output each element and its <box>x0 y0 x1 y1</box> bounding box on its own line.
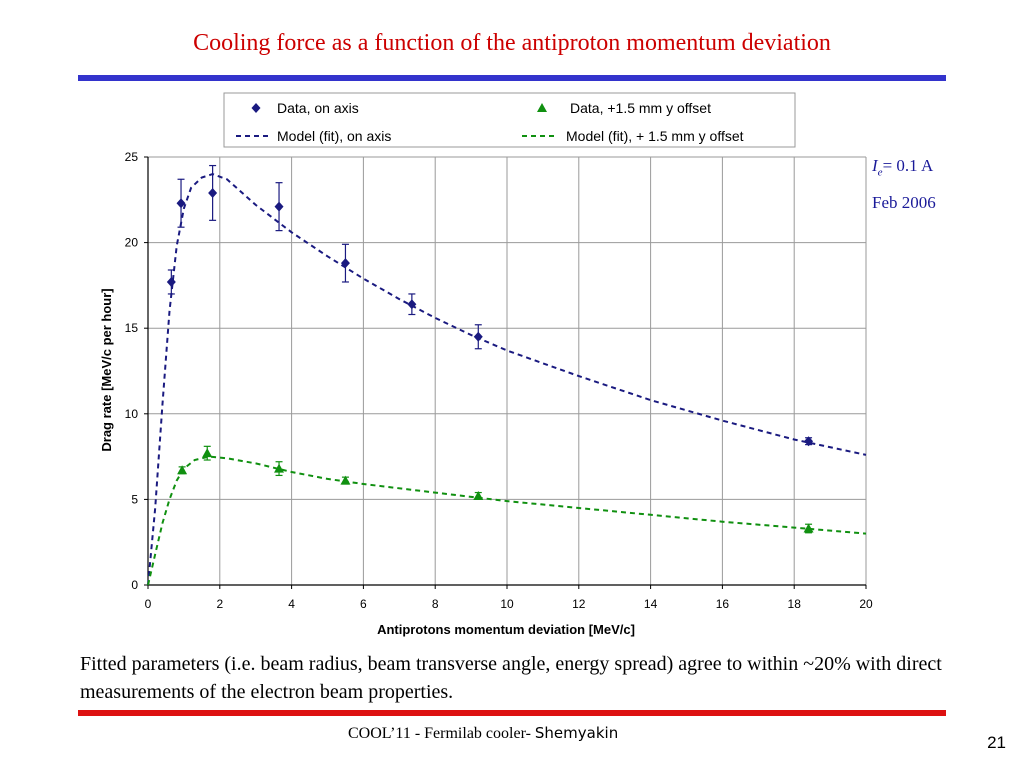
chart-data-points <box>166 164 814 534</box>
model-fit-line <box>147 455 867 586</box>
legend-marker-triangle <box>537 103 547 112</box>
data-point-diamond <box>274 201 284 212</box>
x-tick-label: 16 <box>716 597 730 611</box>
data-point-diamond <box>166 276 176 287</box>
x-tick-label: 20 <box>859 597 873 611</box>
legend-marker-diamond <box>251 103 261 113</box>
data-point-triangle <box>177 465 188 475</box>
slide-number: 21 <box>987 733 1006 752</box>
y-tick-label: 25 <box>125 150 139 164</box>
slide-body-text: Fitted parameters (i.e. beam radius, bea… <box>80 653 942 703</box>
footer-rule <box>78 710 946 716</box>
footer-author: Shemyakin <box>534 724 619 742</box>
title-underline <box>78 75 946 81</box>
y-tick-label: 5 <box>131 492 138 506</box>
x-tick-label: 0 <box>145 597 152 611</box>
x-tick-label: 14 <box>644 597 658 611</box>
legend-entry-label: Data, +1.5 mm y offset <box>570 100 711 116</box>
legend-frame <box>223 92 796 148</box>
footer-text: COOL’11 - Fermilab cooler- <box>348 725 531 742</box>
data-point-triangle <box>274 463 285 473</box>
data-point-diamond <box>176 198 186 209</box>
legend-entry-label: Model (fit), on axis <box>277 128 391 144</box>
data-point-diamond <box>804 436 814 447</box>
data-point-diamond <box>473 331 483 342</box>
data-point-triangle <box>803 523 814 533</box>
x-tick-label: 6 <box>360 597 367 611</box>
slide-footer: COOL’11 - Fermilab cooler- Shemyakin <box>348 724 618 743</box>
chart-grid <box>148 156 867 585</box>
x-tick-label: 10 <box>500 597 514 611</box>
current-annotation: Ie= 0.1 A <box>872 156 933 178</box>
legend-entry-label: Model (fit), + 1.5 mm y offset <box>566 128 744 144</box>
slide-title: Cooling force as a function of the antip… <box>193 30 831 56</box>
chart-tick-labels: 0 2 4 6 8 10 12 14 16 18 20 0 5 10 15 20 25 <box>125 150 873 611</box>
y-tick-label: 15 <box>125 321 139 335</box>
data-point-diamond <box>208 187 218 198</box>
chart-axes <box>144 156 867 589</box>
legend-entry-label: Data, on axis <box>277 100 359 116</box>
y-axis-label: Drag rate [MeV/c per hour] <box>99 288 114 451</box>
data-point-triangle <box>473 490 484 500</box>
y-tick-label: 0 <box>131 578 138 592</box>
date-annotation: Feb 2006 <box>872 193 936 212</box>
x-tick-label: 4 <box>288 597 295 611</box>
data-point-diamond <box>407 299 417 310</box>
current-symbol: I <box>872 156 878 175</box>
chart-model-lines <box>147 173 867 586</box>
current-subscript: e <box>877 166 883 179</box>
y-tick-label: 10 <box>125 407 139 421</box>
x-tick-label: 12 <box>572 597 586 611</box>
data-point-triangle <box>340 475 351 485</box>
x-tick-label: 18 <box>788 597 802 611</box>
x-tick-label: 8 <box>432 597 439 611</box>
data-point-triangle <box>202 448 213 458</box>
data-point-diamond <box>340 258 350 269</box>
y-tick-label: 20 <box>125 236 139 250</box>
chart-legend: Data, on axis Data, +1.5 mm y offset Model… <box>223 92 796 148</box>
current-value: = 0.1 A <box>882 156 934 175</box>
x-tick-label: 2 <box>216 597 223 611</box>
x-axis-label: Antiprotons momentum deviation [MeV/c] <box>377 622 635 637</box>
model-fit-line <box>147 173 867 586</box>
